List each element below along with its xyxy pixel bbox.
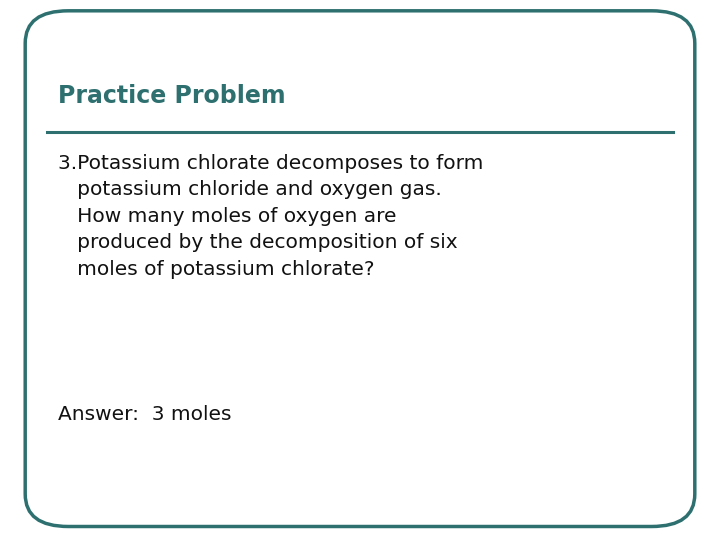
FancyBboxPatch shape	[25, 11, 695, 526]
Text: Practice Problem: Practice Problem	[58, 84, 285, 107]
Text: Answer:  3 moles: Answer: 3 moles	[58, 405, 231, 424]
Text: 3.Potassium chlorate decomposes to form
   potassium chloride and oxygen gas.
  : 3.Potassium chlorate decomposes to form …	[58, 154, 483, 279]
